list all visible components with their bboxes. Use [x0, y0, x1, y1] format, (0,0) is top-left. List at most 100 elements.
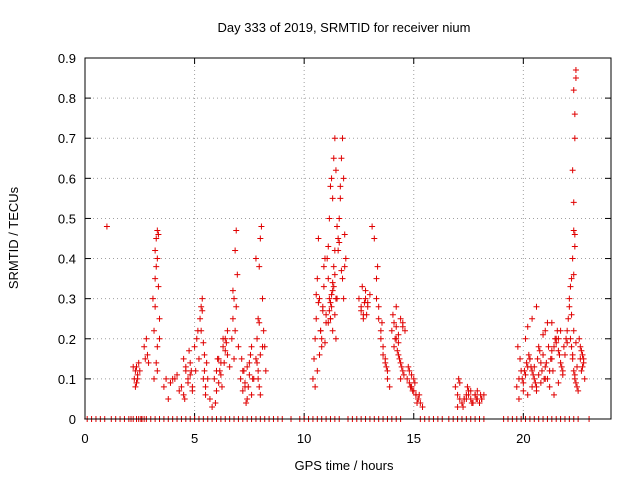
data-point — [195, 355, 202, 362]
data-point — [415, 395, 422, 402]
data-point — [517, 355, 524, 362]
data-point — [248, 343, 255, 350]
data-point — [217, 371, 224, 378]
data-point — [332, 167, 339, 174]
data-point — [378, 319, 385, 326]
data-point — [380, 343, 387, 350]
data-point — [548, 347, 555, 354]
data-point — [572, 339, 579, 346]
data-point — [203, 359, 210, 366]
data-point — [536, 347, 543, 354]
data-point — [568, 343, 575, 350]
data-point — [254, 335, 261, 342]
data-point — [321, 339, 328, 346]
data-point — [331, 135, 338, 142]
data-point — [537, 379, 544, 386]
data-point — [193, 335, 200, 342]
data-point — [331, 271, 338, 278]
data-point — [229, 315, 236, 322]
data-point — [260, 327, 267, 334]
data-point — [411, 379, 418, 386]
data-point — [229, 287, 236, 294]
data-point — [319, 307, 326, 314]
data-point — [145, 359, 152, 366]
data-point — [312, 335, 319, 342]
data-point — [569, 255, 576, 262]
data-point — [336, 239, 343, 246]
data-point — [327, 299, 334, 306]
data-point — [334, 223, 341, 230]
data-point — [419, 403, 426, 410]
data-point — [235, 343, 242, 350]
data-point — [543, 359, 550, 366]
data-point — [571, 231, 578, 238]
data-point — [542, 375, 549, 382]
plot-frame — [84, 57, 612, 420]
data-point — [259, 343, 266, 350]
data-point — [191, 343, 198, 350]
data-point — [338, 267, 345, 274]
data-point — [540, 331, 547, 338]
data-point — [233, 227, 240, 234]
data-point — [132, 383, 139, 390]
data-point — [326, 215, 333, 222]
data-point — [240, 367, 247, 374]
data-point — [570, 367, 577, 374]
data-point — [564, 327, 571, 334]
data-point — [452, 383, 459, 390]
data-point — [515, 395, 522, 402]
data-point — [328, 303, 335, 310]
data-point — [384, 367, 391, 374]
data-point — [318, 335, 325, 342]
data-point — [341, 263, 348, 270]
data-point — [153, 235, 160, 242]
data-point — [165, 395, 172, 402]
data-point — [566, 303, 573, 310]
data-point — [524, 323, 531, 330]
data-point — [325, 319, 332, 326]
data-point — [383, 363, 390, 370]
data-point — [360, 315, 367, 322]
data-point — [309, 375, 316, 382]
data-point — [571, 371, 578, 378]
data-point — [568, 275, 575, 282]
data-point — [238, 355, 245, 362]
data-point — [522, 371, 529, 378]
data-point — [362, 295, 369, 302]
data-point — [209, 403, 216, 410]
data-point — [521, 367, 528, 374]
data-point — [579, 363, 586, 370]
data-point — [246, 371, 253, 378]
data-point — [192, 367, 199, 374]
data-point — [258, 223, 265, 230]
grid-lines — [85, 58, 611, 419]
data-point — [328, 291, 335, 298]
data-point — [199, 295, 206, 302]
data-point — [167, 379, 174, 386]
data-point — [249, 375, 256, 382]
data-point — [257, 351, 264, 358]
data-point — [373, 295, 380, 302]
data-point — [382, 359, 389, 366]
data-point — [257, 235, 264, 242]
data-point — [465, 391, 472, 398]
data-point — [533, 303, 540, 310]
data-point — [373, 275, 380, 282]
data-point — [548, 319, 555, 326]
axis-ticks — [84, 57, 611, 420]
data-point — [374, 263, 381, 270]
data-point — [326, 307, 333, 314]
data-point — [221, 359, 228, 366]
data-point — [330, 155, 337, 162]
data-point — [568, 311, 575, 318]
data-point — [252, 255, 259, 262]
data-point — [244, 363, 251, 370]
data-point — [329, 327, 336, 334]
data-point — [575, 387, 582, 394]
data-point — [151, 327, 158, 334]
data-points — [84, 67, 593, 422]
data-point — [455, 375, 462, 382]
data-point — [520, 379, 527, 386]
data-point — [393, 303, 400, 310]
data-point — [395, 331, 402, 338]
